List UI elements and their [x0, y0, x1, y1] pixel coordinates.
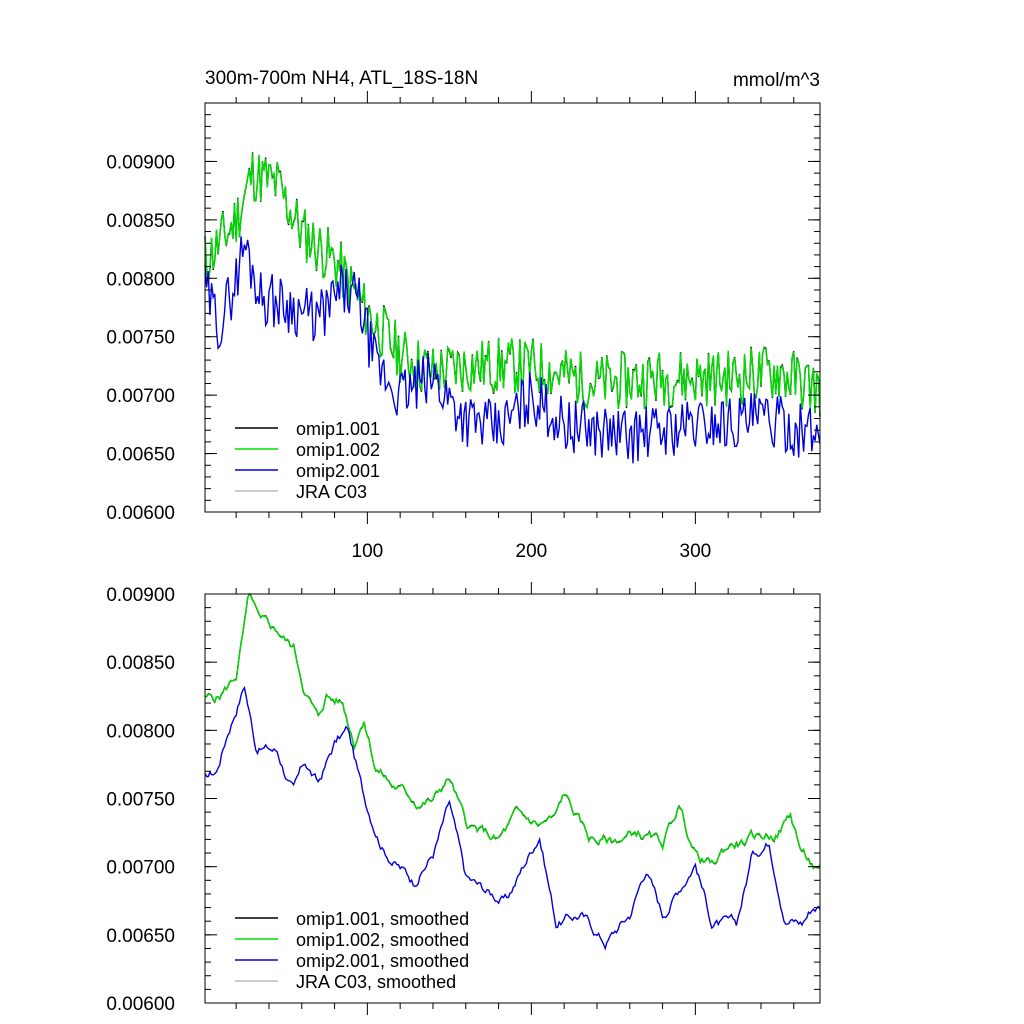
- series-line-1-0: [204, 592, 821, 870]
- y-tick-label: 0.00850: [106, 211, 175, 232]
- top-series-lines: [204, 152, 821, 464]
- y-tick-label: 0.00650: [106, 926, 175, 947]
- y-tick-label: 0.00800: [106, 269, 175, 290]
- bottom-axis-ticks: 0.00600 0.00650 0.00700 0.00750 0.00800 0.008…: [106, 582, 820, 1015]
- legend-label: JRA C03, smoothed: [296, 972, 456, 992]
- y-tick-label: 0.00700: [106, 858, 175, 879]
- y-tick-label: 0.00600: [106, 503, 175, 524]
- legend-label: omip2.001: [296, 461, 380, 481]
- top-axis-ticks: 0.00600 0.00650 0.00700 0.00750 0.00800 0.008…: [106, 91, 820, 562]
- y-tick-label: 0.00850: [106, 653, 175, 674]
- x-tick-label: 100: [352, 541, 384, 562]
- legend-label: omip1.001, smoothed: [296, 909, 469, 929]
- legend-label: omip1.002, smoothed: [296, 930, 469, 950]
- bottom-panel: 0.00600 0.00650 0.00700 0.00750 0.00800 0.008…: [106, 582, 821, 1015]
- x-tick-label: 300: [680, 541, 712, 562]
- series-line-1-2: [204, 685, 821, 951]
- legend-label: omip1.002: [296, 440, 380, 460]
- bottom-series-lines: [204, 592, 821, 951]
- y-tick-label: 0.00650: [106, 445, 175, 466]
- x-tick-label: 200: [516, 541, 548, 562]
- y-tick-label: 0.00750: [106, 790, 175, 811]
- legend-label: omip2.001, smoothed: [296, 951, 469, 971]
- top-panel: 300m-700m NH4, ATL_18S-18N mmol/m^3 0.00…: [106, 68, 821, 562]
- y-tick-label: 0.00600: [106, 994, 175, 1015]
- units-label: mmol/m^3: [733, 70, 820, 91]
- y-tick-label: 0.00900: [106, 585, 175, 606]
- series-line-1-1: [204, 592, 821, 870]
- legend-label: JRA C03: [296, 482, 367, 502]
- series-line-0-2: [204, 236, 821, 464]
- y-tick-label: 0.00700: [106, 386, 175, 407]
- y-tick-label: 0.00900: [106, 152, 175, 173]
- top-plot-frame: [204, 102, 821, 513]
- series-line-0-1: [204, 153, 821, 416]
- chart-title: 300m-700m NH4, ATL_18S-18N: [205, 68, 478, 89]
- y-tick-label: 0.00800: [106, 721, 175, 742]
- y-tick-label: 0.00750: [106, 328, 175, 349]
- legend-label: omip1.001: [296, 419, 380, 439]
